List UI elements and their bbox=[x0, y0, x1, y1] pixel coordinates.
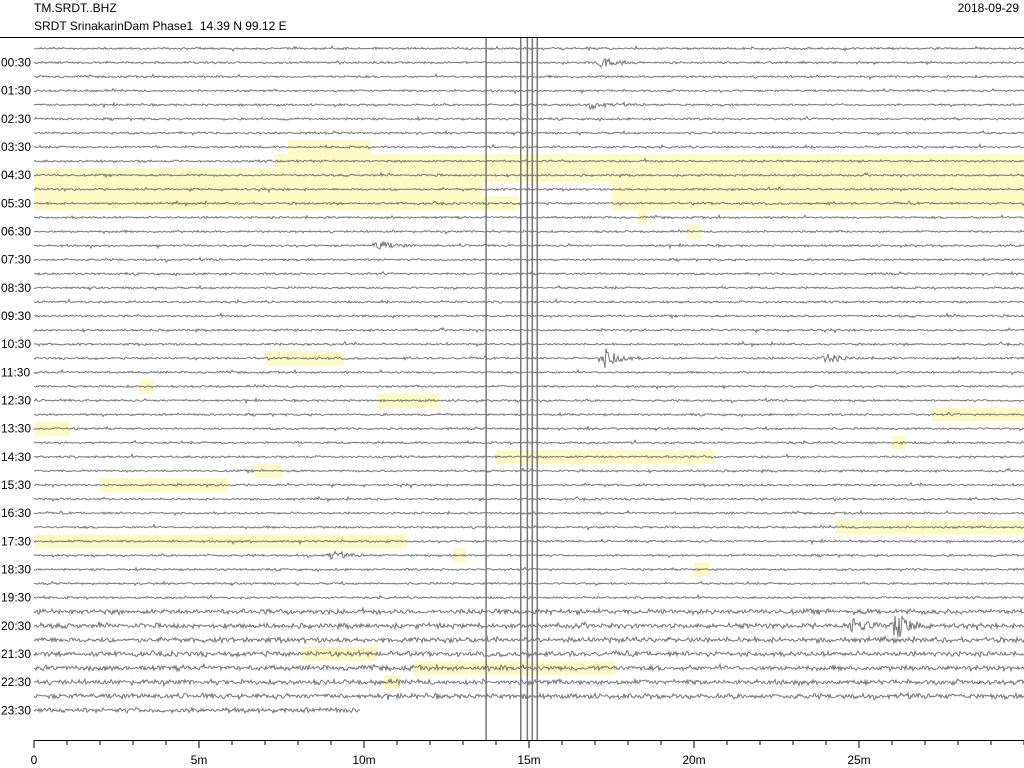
trace-line bbox=[33, 101, 1024, 111]
station-title: TM.SRDT..BHZ bbox=[34, 1, 117, 15]
trace-line bbox=[33, 677, 1024, 688]
y-tick-label: 12:30 bbox=[1, 394, 31, 408]
trace-line bbox=[34, 129, 1024, 137]
trace-line bbox=[33, 566, 1024, 573]
x-tick-label: 20m bbox=[682, 753, 705, 767]
trace-line bbox=[33, 425, 1024, 432]
x-tick-label: 25m bbox=[847, 753, 870, 767]
station-location: SRDT SrinakarinDam Phase1 14.39 N 99.12 … bbox=[34, 19, 287, 33]
trace-line bbox=[33, 509, 1024, 516]
trace-line bbox=[33, 411, 1024, 418]
trace-line bbox=[33, 466, 1024, 475]
y-tick-label: 02:30 bbox=[1, 112, 31, 126]
y-tick-label: 17:30 bbox=[1, 534, 31, 548]
trace-line bbox=[33, 340, 1024, 348]
y-tick-label: 04:30 bbox=[1, 168, 31, 182]
highlight-segment bbox=[413, 661, 615, 676]
y-tick-label: 23:30 bbox=[1, 703, 31, 717]
trace-line bbox=[33, 691, 1024, 701]
trace-line bbox=[33, 270, 1024, 277]
trace-line bbox=[33, 157, 1024, 164]
y-tick-label: 13:30 bbox=[1, 422, 31, 436]
trace-line bbox=[33, 495, 1024, 503]
y-tick-label: 20:30 bbox=[1, 619, 31, 633]
y-tick-label: 05:30 bbox=[1, 196, 31, 210]
y-tick-label: 03:30 bbox=[1, 140, 31, 154]
y-tick-label: 14:30 bbox=[1, 450, 31, 464]
trace-line bbox=[33, 615, 1024, 638]
trace-line bbox=[33, 143, 1024, 150]
x-tick-label: 0 bbox=[31, 753, 38, 767]
y-tick-label: 06:30 bbox=[1, 225, 31, 239]
y-tick-label: 21:30 bbox=[1, 647, 31, 661]
trace-line bbox=[33, 649, 1024, 659]
trace-line bbox=[33, 635, 1024, 645]
trace-line bbox=[33, 115, 1024, 122]
y-tick-label: 08:30 bbox=[1, 281, 31, 295]
vertical-line-layer bbox=[485, 38, 538, 740]
trace-line bbox=[33, 199, 1024, 207]
trace-line bbox=[33, 383, 1024, 391]
trace-line bbox=[33, 57, 1024, 68]
y-tick-label: 01:30 bbox=[1, 84, 31, 98]
trace-line bbox=[33, 87, 1024, 95]
trace-line bbox=[33, 605, 1024, 617]
trace-line bbox=[33, 593, 1024, 601]
trace-line bbox=[34, 397, 1024, 405]
y-tick-label: 18:30 bbox=[1, 562, 31, 576]
y-tick-label: 07:30 bbox=[1, 253, 31, 267]
highlight-segment bbox=[496, 449, 714, 464]
trace-line bbox=[33, 73, 1024, 81]
y-tick-label: 16:30 bbox=[1, 506, 31, 520]
trace-line bbox=[33, 256, 1024, 263]
y-tick-label: 10:30 bbox=[1, 337, 31, 351]
x-tick-label: 10m bbox=[352, 753, 375, 767]
trace-line bbox=[33, 213, 1024, 220]
trace-line bbox=[33, 439, 1024, 446]
x-tick-label: 5m bbox=[191, 753, 208, 767]
trace-line bbox=[33, 228, 1024, 236]
trace-line bbox=[33, 44, 1024, 53]
trace-line bbox=[33, 326, 1024, 335]
trace-line bbox=[33, 550, 1024, 561]
plot-date: 2018-09-29 bbox=[957, 1, 1019, 15]
y-tick-label: 22:30 bbox=[1, 675, 31, 689]
trace-line bbox=[33, 580, 1024, 587]
y-axis-labels: 00:30 01:30 02:30 03:30 04:30 05:30 06:30 07:30… bbox=[1, 56, 31, 718]
trace-line bbox=[33, 368, 1024, 376]
trace-line bbox=[33, 348, 1024, 368]
trace-line bbox=[33, 523, 1024, 531]
trace-line bbox=[33, 171, 1024, 179]
trace-line bbox=[33, 481, 1024, 489]
trace-line bbox=[33, 706, 361, 715]
y-tick-label: 00:30 bbox=[1, 56, 31, 70]
trace-line bbox=[34, 452, 1024, 460]
trace-line bbox=[33, 312, 1024, 320]
y-tick-label: 09:30 bbox=[1, 309, 31, 323]
x-axis: 0 5m 10m 15m 20m 25m bbox=[31, 740, 1024, 767]
trace-layer bbox=[33, 44, 1024, 715]
trace-line bbox=[33, 241, 1024, 250]
highlight-segment bbox=[687, 224, 701, 239]
trace-line bbox=[33, 284, 1024, 291]
y-tick-label: 15:30 bbox=[1, 478, 31, 492]
trace-line bbox=[33, 185, 1024, 194]
trace-line bbox=[33, 298, 1024, 305]
y-tick-label: 11:30 bbox=[1, 365, 30, 379]
trace-line bbox=[33, 537, 1024, 546]
x-tick-label: 15m bbox=[517, 753, 540, 767]
trace-line bbox=[33, 662, 1024, 673]
y-tick-label: 19:30 bbox=[1, 591, 31, 605]
